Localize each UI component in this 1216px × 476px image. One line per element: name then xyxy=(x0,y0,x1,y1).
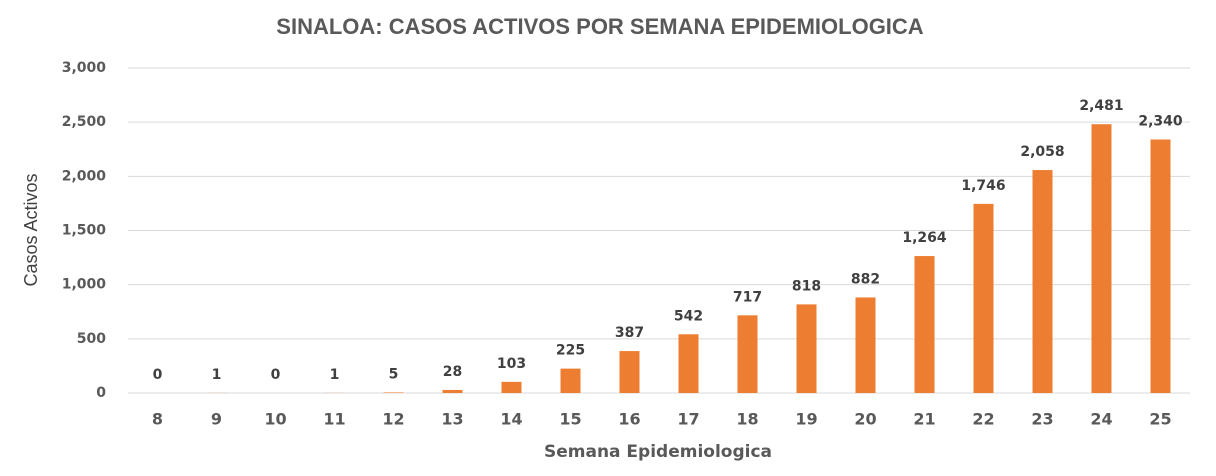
x-tick-label: 23 xyxy=(1031,410,1053,429)
data-label: 103 xyxy=(497,356,526,372)
data-label: 28 xyxy=(443,364,462,380)
bar xyxy=(737,315,758,393)
y-tick-label: 1,500 xyxy=(62,223,107,239)
x-tick-label: 10 xyxy=(264,410,286,429)
y-tick-label: 500 xyxy=(77,331,106,347)
data-label: 1 xyxy=(330,367,340,383)
data-label: 0 xyxy=(271,367,281,383)
bar xyxy=(442,389,463,393)
data-label: 2,481 xyxy=(1079,98,1123,114)
x-tick-label: 14 xyxy=(500,410,522,429)
x-tick-label: 9 xyxy=(211,410,222,429)
bar xyxy=(973,203,994,393)
bar xyxy=(560,368,581,393)
bar xyxy=(1091,124,1112,393)
data-label: 818 xyxy=(792,278,821,294)
data-label: 2,340 xyxy=(1138,114,1183,130)
data-label: 2,058 xyxy=(1020,144,1064,160)
bar xyxy=(855,297,876,393)
bar xyxy=(678,334,699,393)
data-label: 717 xyxy=(733,289,762,305)
bar xyxy=(796,304,817,393)
y-tick-label: 1,000 xyxy=(62,277,107,293)
data-label: 542 xyxy=(674,308,703,324)
x-tick-label: 18 xyxy=(736,410,758,429)
bar xyxy=(914,256,935,393)
x-tick-label: 19 xyxy=(795,410,817,429)
bar xyxy=(501,381,522,393)
x-tick-label: 12 xyxy=(382,410,404,429)
data-label: 1 xyxy=(212,367,222,383)
x-tick-label: 8 xyxy=(152,410,163,429)
x-tick-label: 16 xyxy=(618,410,640,429)
y-tick-label: 0 xyxy=(96,385,106,401)
data-label: 387 xyxy=(615,325,644,341)
data-label: 5 xyxy=(389,366,399,382)
y-tick-label: 2,500 xyxy=(62,114,107,130)
chart-title: SINALOA: CASOS ACTIVOS POR SEMANA EPIDEM… xyxy=(276,14,924,39)
y-tick-label: 3,000 xyxy=(62,60,107,76)
bar xyxy=(619,351,640,393)
x-tick-label: 25 xyxy=(1149,410,1171,429)
bar xyxy=(383,392,404,393)
x-tick-label: 11 xyxy=(323,410,345,429)
y-tick-label: 2,000 xyxy=(62,168,107,184)
bar xyxy=(1032,170,1053,393)
x-tick-label: 22 xyxy=(972,410,994,429)
x-tick-label: 13 xyxy=(441,410,463,429)
data-label: 0 xyxy=(153,367,163,383)
data-label: 225 xyxy=(556,343,585,359)
x-tick-label: 24 xyxy=(1090,410,1112,429)
data-label: 1,264 xyxy=(902,230,947,246)
x-axis-title: Semana Epidemiologica xyxy=(544,442,772,462)
x-tick-label: 20 xyxy=(854,410,876,429)
x-tick-label: 21 xyxy=(913,410,935,429)
data-label: 882 xyxy=(851,271,880,287)
x-tick-label: 15 xyxy=(559,410,581,429)
y-axis-title: Casos Activos xyxy=(21,173,41,286)
bar xyxy=(1150,139,1171,393)
x-tick-label: 17 xyxy=(677,410,699,429)
data-label: 1,746 xyxy=(961,178,1005,194)
